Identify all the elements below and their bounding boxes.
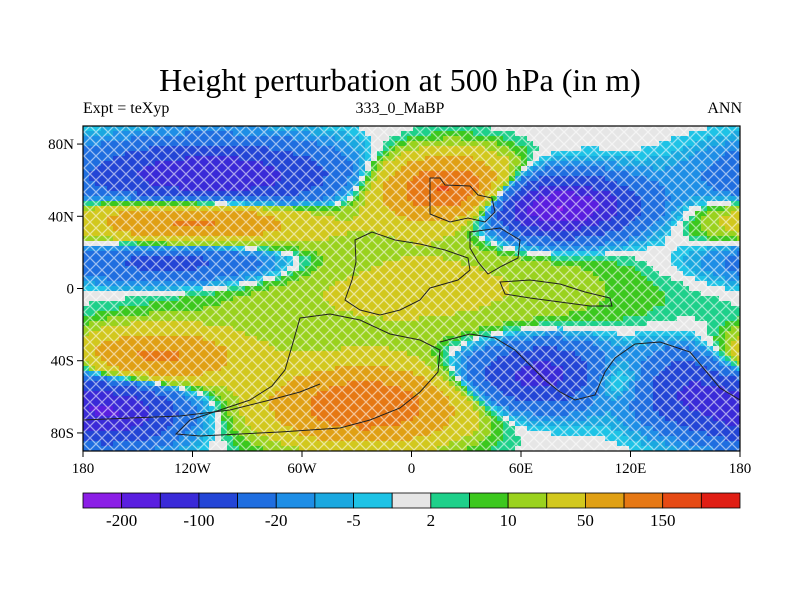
case-label: 333_0_MaBP bbox=[355, 100, 445, 117]
experiment-label: Expt = teXyp bbox=[83, 100, 170, 117]
season-label: ANN bbox=[707, 100, 742, 117]
map-title: Height perturbation at 500 hPa (in m) bbox=[159, 62, 641, 98]
